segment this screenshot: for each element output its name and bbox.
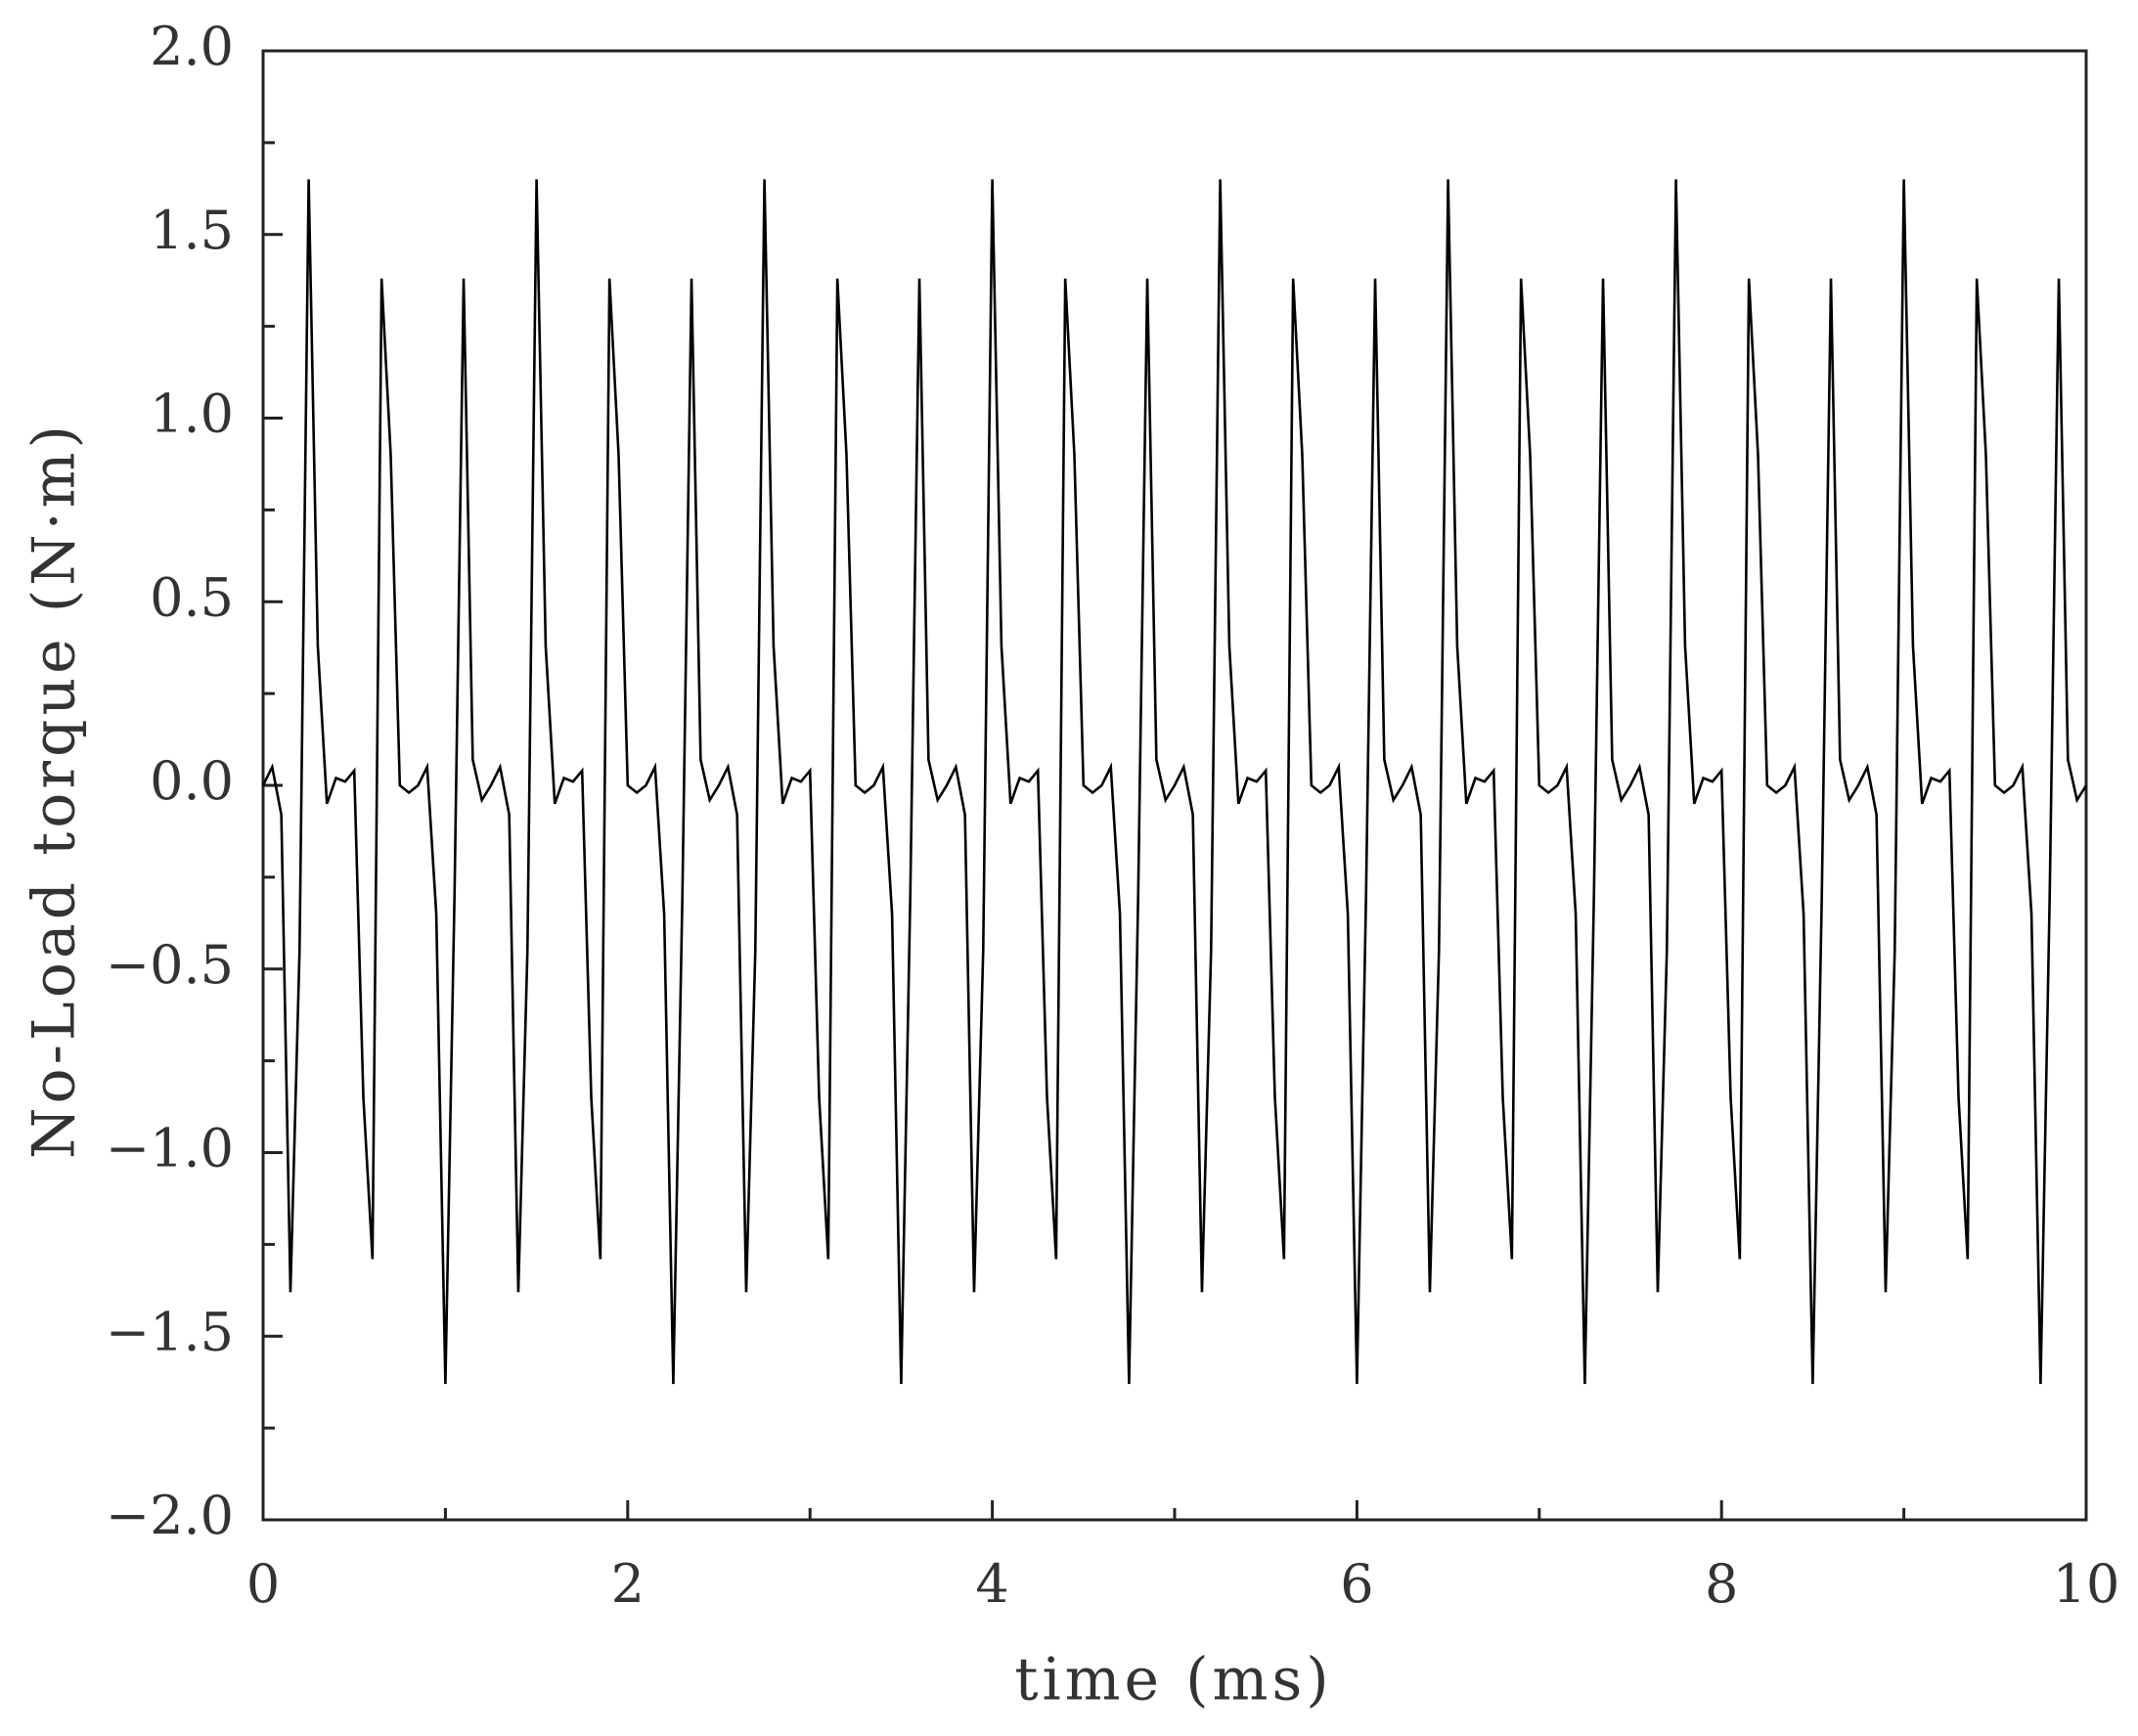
x-axis-title: time (ms): [1014, 1646, 1332, 1714]
y-tick-label: −1.0: [106, 1118, 234, 1180]
x-tick-label: 6: [1340, 1553, 1373, 1615]
y-tick-label: −0.5: [106, 934, 234, 996]
x-tick-label: 10: [2053, 1553, 2120, 1615]
y-tick-label: 1.5: [150, 200, 234, 261]
y-tick-label: −1.5: [106, 1301, 234, 1362]
y-tick-label: 0.0: [150, 750, 234, 812]
y-tick-label: 2.0: [150, 16, 234, 77]
y-tick-label: −2.0: [106, 1485, 234, 1546]
x-tick-label: 8: [1705, 1553, 1738, 1615]
x-tick-label: 2: [611, 1553, 645, 1615]
line-series: [261, 179, 2088, 1385]
x-tick-label: 4: [975, 1553, 1008, 1615]
y-tick-label: 0.5: [150, 566, 234, 628]
y-tick-label: 1.0: [150, 383, 234, 445]
x-tick-label: 0: [246, 1553, 280, 1615]
y-axis-title: No-Load torque (N·m): [21, 422, 89, 1159]
